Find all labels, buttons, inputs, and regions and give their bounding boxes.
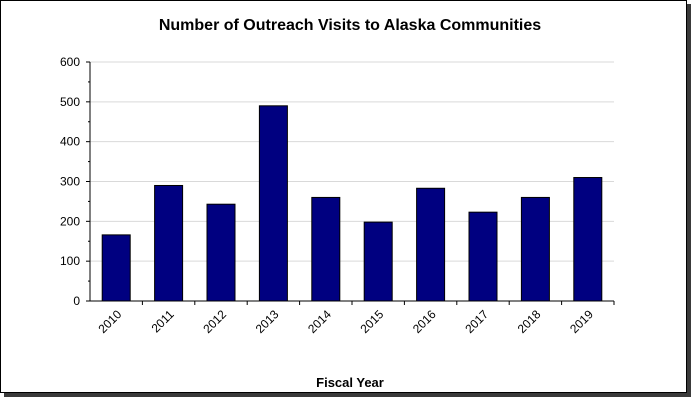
axes [86, 61, 615, 305]
x-axis-title: Fiscal Year [316, 375, 384, 390]
bar-2012 [206, 203, 236, 302]
bar-2014 [311, 196, 341, 302]
bar-2019 [573, 177, 603, 302]
x-tick-label: 2012 [200, 307, 229, 336]
chart-frame: Number of Outreach Visits to Alaska Comm… [0, 0, 687, 393]
y-tick-label: 100 [60, 254, 80, 268]
y-tick-label: 600 [60, 55, 80, 69]
x-tick-label: 2010 [96, 307, 125, 336]
x-tick-label: 2015 [358, 307, 387, 336]
bar-2010 [101, 234, 131, 302]
bars [101, 105, 603, 302]
bar-2011 [154, 184, 184, 302]
y-tick-labels: 0 100 200 300 400 500 600 [60, 55, 80, 308]
chart-title: Number of Outreach Visits to Alaska Comm… [159, 17, 541, 34]
bar-2018 [520, 196, 550, 302]
y-tick-label: 500 [60, 95, 80, 109]
frame-shadow-bottom [4, 393, 691, 397]
bar-2016 [416, 187, 446, 302]
bar-2015 [363, 221, 393, 302]
y-tick-label: 300 [60, 175, 80, 189]
frame-shadow-right [687, 4, 691, 397]
x-tick-label: 2016 [410, 307, 439, 336]
x-tick-labels: 2010 2011 2012 2013 2014 2015 2016 2017 2018 2019 [96, 307, 597, 336]
x-tick-label: 2017 [462, 307, 491, 336]
y-tick-label: 0 [73, 294, 80, 308]
x-tick-label: 2014 [305, 307, 334, 336]
y-tick-label: 200 [60, 214, 80, 228]
x-tick-label: 2013 [253, 307, 282, 336]
x-tick-label: 2018 [515, 307, 544, 336]
bar-chart: Number of Outreach Visits to Alaska Comm… [60, 17, 615, 390]
x-tick-label: 2019 [567, 307, 596, 336]
x-tick-label: 2011 [149, 307, 177, 335]
y-tick-label: 400 [60, 135, 80, 149]
bar-2013 [258, 105, 288, 302]
bar-2017 [468, 211, 498, 302]
